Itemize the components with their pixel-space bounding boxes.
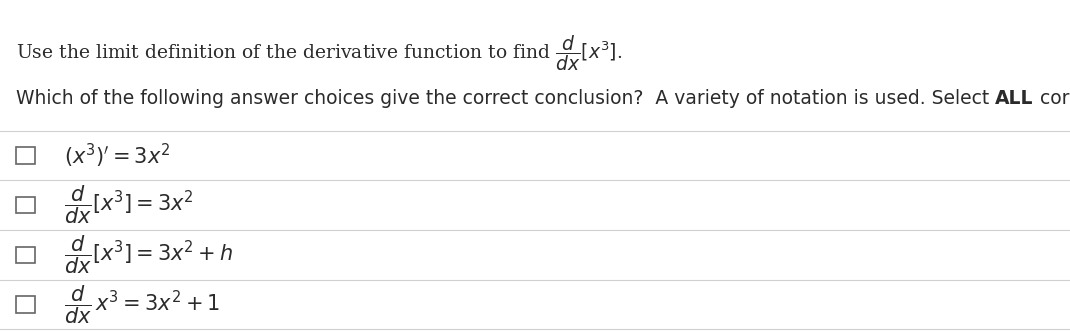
Text: Which of the following answer choices give the correct conclusion?  A variety of: Which of the following answer choices gi… bbox=[16, 89, 995, 108]
Text: correct choices.: correct choices. bbox=[1034, 89, 1070, 108]
Text: $\dfrac{d}{dx}\left[x^3\right] = 3x^2$: $\dfrac{d}{dx}\left[x^3\right] = 3x^2$ bbox=[64, 184, 194, 226]
Text: $\left(x^3\right)' = 3x^2$: $\left(x^3\right)' = 3x^2$ bbox=[64, 141, 170, 170]
Text: $\dfrac{d}{dx}\left[x^3\right] = 3x^2 + h$: $\dfrac{d}{dx}\left[x^3\right] = 3x^2 + … bbox=[64, 234, 233, 276]
Text: Use the limit definition of the derivative function to find $\dfrac{d}{dx}\left[: Use the limit definition of the derivati… bbox=[16, 33, 623, 73]
Text: $\dfrac{d}{dx}\,x^3 = 3x^2 + 1$: $\dfrac{d}{dx}\,x^3 = 3x^2 + 1$ bbox=[64, 283, 220, 326]
Text: ALL: ALL bbox=[995, 89, 1034, 108]
